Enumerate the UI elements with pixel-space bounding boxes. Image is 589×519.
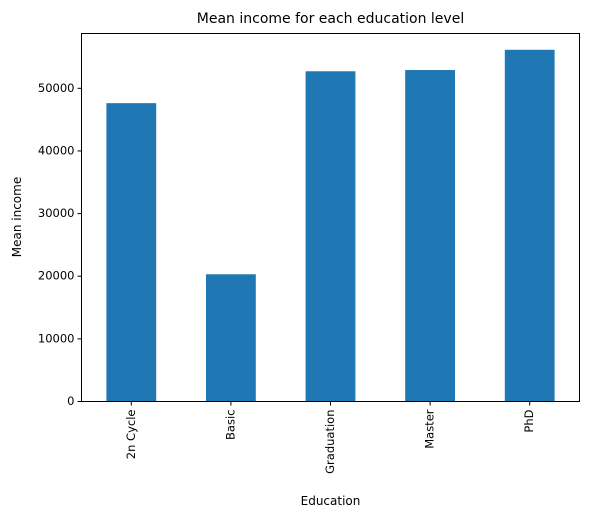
x-tick-label: Master [423,409,437,449]
y-tick-label: 30000 [38,206,75,220]
x-tick-label: PhD [522,409,536,432]
bar-master [405,70,455,402]
bar-basic [206,274,256,402]
y-tick-label: 0 [67,394,74,408]
bar-graduation [305,71,356,402]
x-axis-label: Education [301,494,361,508]
chart-title: Mean income for each education level [197,11,464,27]
y-tick-label: 20000 [38,269,75,283]
y-tick-label: 50000 [38,81,75,95]
x-tick-label: 2n Cycle [124,410,138,460]
x-tick-label: Graduation [323,410,337,474]
plot-frame [81,33,580,402]
bar-phd [504,49,555,402]
y-tick-label: 40000 [38,143,75,157]
y-axis-label: Mean income [10,177,24,257]
x-tick-label: Basic [223,410,237,440]
bars-layer [106,49,555,402]
ticks-layer: 2n Cycle Basic Graduation Master PhD 0 10000 20… [38,81,536,474]
y-tick-label: 10000 [38,331,75,345]
bar-2n-cycle [106,103,157,402]
